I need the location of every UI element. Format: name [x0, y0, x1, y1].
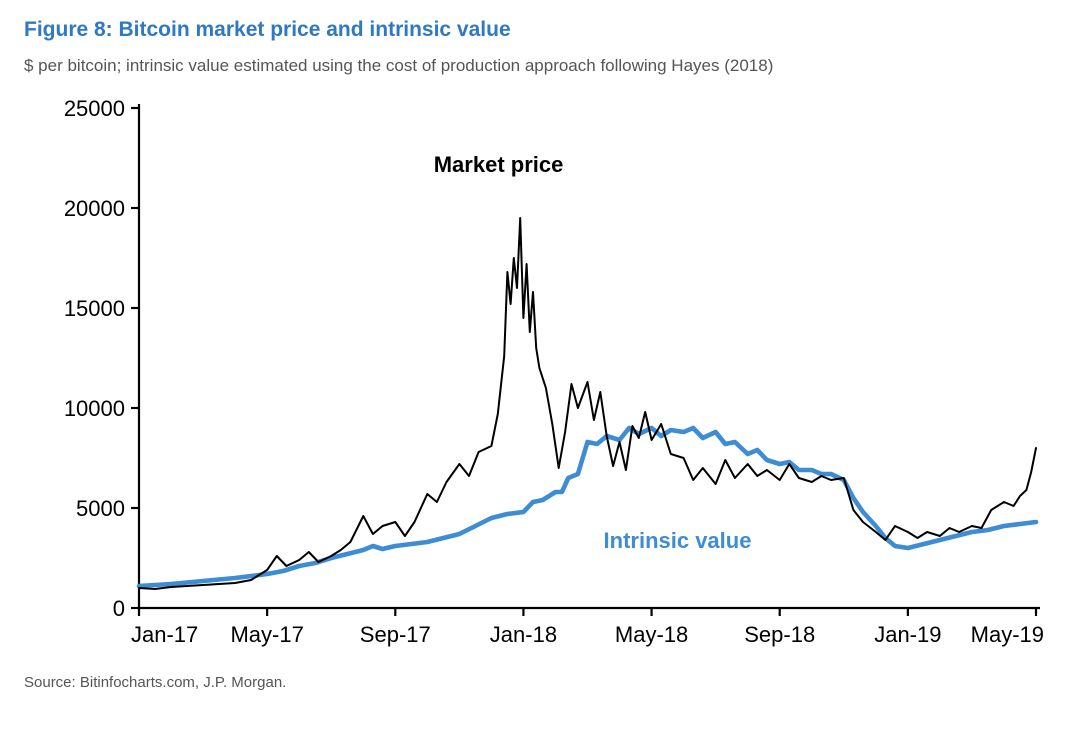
x-tick-label: Sep-17	[360, 622, 431, 647]
market-price-label: Market price	[434, 152, 564, 177]
line-chart-svg: 0 5000 10000 15000 20000 25000 Jan-17 May-17 Sep…	[24, 88, 1046, 668]
market-price-line	[139, 218, 1036, 589]
x-tick-label: Sep-18	[744, 622, 815, 647]
y-tick-label: 10000	[64, 396, 125, 421]
y-tick-label: 0	[113, 596, 125, 621]
y-tick-label: 5000	[76, 496, 125, 521]
x-tick-label: May-17	[230, 622, 303, 647]
intrinsic-value-label: Intrinsic value	[604, 528, 752, 553]
chart-area: 0 5000 10000 15000 20000 25000 Jan-17 May-17 Sep…	[24, 88, 1046, 668]
y-tick-label: 25000	[64, 96, 125, 121]
x-tick-label: Jan-19	[874, 622, 941, 647]
y-tick-label: 20000	[64, 196, 125, 221]
x-tick-label: Jan-17	[131, 622, 198, 647]
x-tick-label: May-19	[971, 622, 1044, 647]
figure-title: Figure 8: Bitcoin market price and intri…	[24, 18, 1046, 42]
figure-source: Source: Bitinfocharts.com, J.P. Morgan.	[24, 674, 1046, 691]
figure-container: Figure 8: Bitcoin market price and intri…	[0, 0, 1070, 739]
x-tick-label: May-18	[615, 622, 688, 647]
y-tick-label: 15000	[64, 296, 125, 321]
x-tick-label: Jan-18	[490, 622, 557, 647]
figure-subtitle: $ per bitcoin; intrinsic value estimated…	[24, 56, 1046, 76]
